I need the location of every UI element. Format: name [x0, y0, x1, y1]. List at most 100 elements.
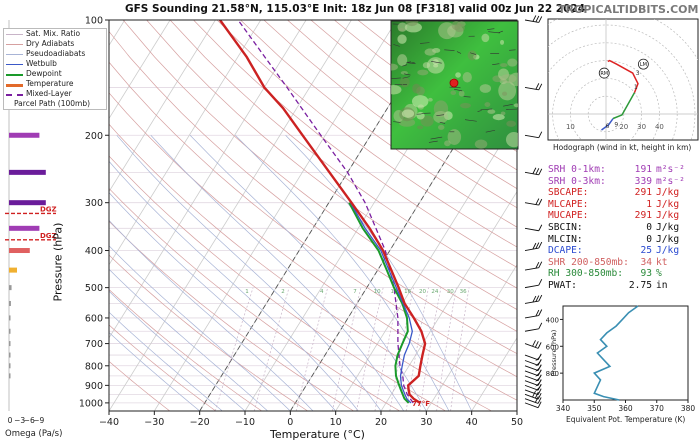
y-tick-label: 800: [85, 361, 103, 372]
mixing-ratio-line: [419, 287, 442, 411]
omega-bar: [9, 373, 11, 379]
skewt-frame: [108, 19, 518, 412]
param-label: MLCAPE:: [548, 198, 589, 210]
legend-item-parcel-path-line2: Parcel Path (100mb): [4, 99, 106, 109]
wind-barb-shaft: [524, 300, 539, 304]
y-tick-label: 1000: [79, 398, 103, 409]
param-row: MLCIN: 0 J/kg: [548, 234, 698, 246]
wind-barb-feather: [535, 261, 540, 269]
pseudoadiabat-line: [109, 332, 200, 411]
cloud-blob: [400, 70, 408, 75]
isotherm-highlight-line: [289, 44, 517, 411]
wind-barb-feather: [535, 168, 540, 175]
wind-barb-feather: [534, 391, 539, 399]
param-unit: in: [656, 279, 668, 291]
wind-barb-feather: [538, 241, 543, 249]
theta-x-tick-label: 370: [650, 404, 665, 413]
param-row: PWAT: 2.75 in: [548, 280, 698, 292]
wind-barb-shaft: [524, 284, 539, 289]
param-value: 25: [640, 245, 652, 257]
wind-barb-feather: [532, 15, 537, 22]
mixing-ratio-label: 10: [374, 289, 381, 295]
y-tick-label: 600: [85, 313, 103, 324]
omega-bar: [9, 328, 11, 334]
y-tick-label: 900: [85, 381, 103, 392]
cloud-blob: [405, 21, 419, 27]
wind-barb-feather: [537, 401, 542, 408]
cloud-blob: [474, 139, 488, 149]
hodograph-ring-label: 40: [655, 123, 664, 131]
wind-barb-feather: [538, 278, 543, 286]
wind-barb-feather: [535, 83, 540, 90]
skewt-xlabel: Temperature (°C): [270, 428, 365, 441]
cloud-blob: [433, 111, 449, 124]
cloud-blob: [447, 129, 462, 145]
storm-motion-label: RM: [600, 71, 608, 77]
isotherm-line: [335, 117, 517, 411]
omega-bar: [9, 315, 11, 321]
sounding-parameters: SRH 0-1km: 191 m²s⁻² SRH 0-3km: 339 m²s⁻² SBCA…: [548, 164, 698, 292]
satellite-clip: [391, 21, 518, 149]
theta-x-tick-label: 360: [618, 404, 633, 413]
legend-label: Temperature: [26, 79, 74, 88]
param-unit: J/kg: [656, 187, 680, 199]
cloud-blob: [455, 72, 461, 78]
dry-adiabat-line: [193, 20, 517, 268]
mixing-ratio-line: [253, 287, 290, 411]
hodograph-panel: 1 3 6 9 RM LM 10 20 30 40: [547, 18, 699, 141]
legend-swatch: [6, 84, 23, 87]
isotherm-line: [153, 20, 398, 411]
hodograph-frame: [547, 18, 699, 141]
mixing-ratio-label: 36: [460, 289, 467, 295]
coastline-segment: [393, 121, 401, 123]
coastline-segment: [485, 129, 496, 133]
param-row: RH 300-850mb: 93%: [548, 268, 698, 280]
isotherm-highlight-line: [199, 20, 443, 411]
dgz-label: DGZ: [40, 232, 57, 240]
legend-label: Dewpoint: [26, 69, 62, 78]
omega-x-tick-label: −9: [33, 416, 44, 425]
param-label: SBCIN:: [548, 221, 583, 233]
parcel-path-profile: [237, 20, 414, 404]
cloud-blob: [500, 39, 505, 45]
cloud-blob: [398, 118, 416, 127]
hodograph-height-label: 1: [634, 84, 638, 91]
param-unit: %: [656, 268, 662, 280]
param-unit: J/kg: [656, 233, 680, 245]
dry-adiabat-line: [263, 20, 517, 209]
cloud-blob: [438, 22, 456, 40]
wind-barb-feather: [535, 295, 540, 302]
cloud-blob: [500, 111, 506, 116]
cloud-blob: [454, 23, 465, 33]
cloud-blob: [417, 125, 424, 130]
cloud-blob: [397, 34, 407, 44]
x-tick-label: 20: [375, 417, 387, 428]
param-value: 0: [646, 221, 652, 233]
coastline-segment: [436, 114, 445, 117]
wind-barb-shaft: [524, 247, 539, 251]
cloud-blob: [399, 77, 410, 88]
wind-barb-feather: [538, 261, 543, 268]
param-unit: J/kg: [656, 198, 680, 210]
cloud-blob: [424, 48, 436, 56]
wind-barb-feather: [538, 294, 543, 302]
legend-item-parcel-path: Mixed-Layer: [4, 89, 106, 99]
omega-bar: [9, 341, 11, 347]
wind-barb-shaft: [524, 360, 539, 366]
legend-item-wetbulb: Wetbulb: [4, 59, 106, 69]
legend-item-dry-adiabats: Dry Adiabats: [4, 39, 106, 49]
omega-bar: [9, 285, 12, 291]
param-row: SHR 200-850mb: 34 kt: [548, 257, 698, 269]
param-value: 1: [646, 198, 652, 210]
cloud-blob: [417, 69, 429, 76]
wind-barb-feather: [535, 242, 540, 249]
omega-bar: [9, 352, 11, 358]
cloud-blob: [479, 84, 492, 93]
wind-barb-feather: [538, 309, 543, 316]
cloud-blob: [397, 54, 408, 66]
wind-barb-shaft: [524, 398, 539, 404]
dry-adiabat-line: [109, 61, 517, 378]
coastline-segment: [449, 86, 461, 89]
dry-adiabat-line: [109, 254, 308, 411]
wind-barb-pennant: [535, 374, 543, 382]
